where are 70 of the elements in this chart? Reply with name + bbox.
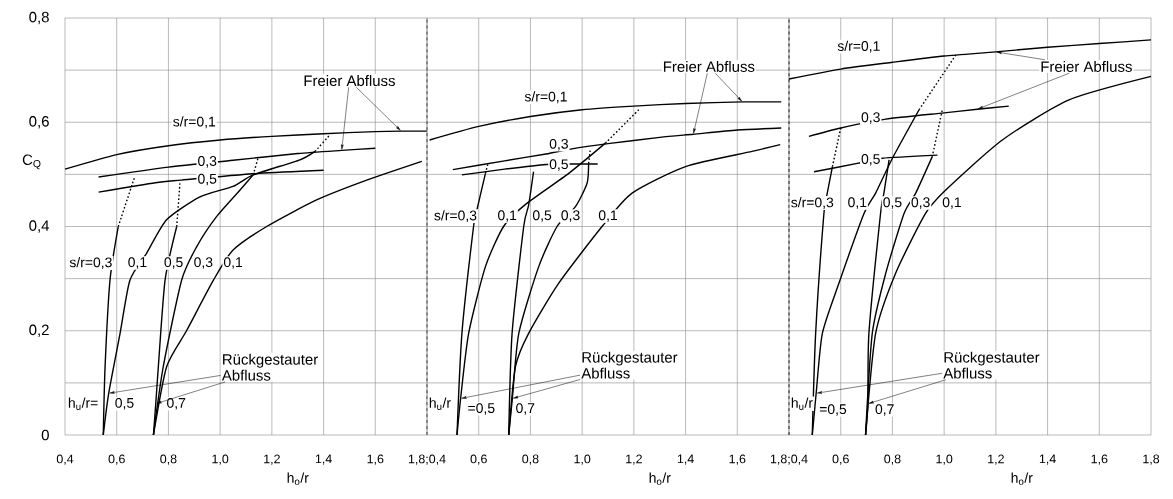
x-tick-label: 0,6 (470, 454, 487, 465)
x-tick-label: 1,0 (212, 454, 229, 465)
x-tick-label: 0,8 (160, 454, 177, 465)
annotation: Freier Abfluss (304, 75, 395, 87)
annotation: 0,1 (223, 257, 243, 269)
x-tick-label: 1,8;0,4 (408, 454, 446, 465)
annotation: s/r=0,3 (434, 210, 477, 223)
annotation: 0,3 (861, 112, 880, 124)
y-tick-label: 0,2 (29, 324, 49, 337)
annotation: 0,3 (194, 257, 213, 269)
annotation: 0,5 (532, 210, 552, 222)
annotation: =0,5 (819, 404, 847, 416)
y-tick-label: 0,6 (29, 116, 49, 129)
annotation: h$_{u}$/r (429, 397, 451, 410)
annotation: 0,3 (561, 210, 580, 222)
annotation: 0,1 (128, 257, 147, 269)
annotation: Rückgestauter Abfluss (943, 351, 1040, 379)
y-tick-label: 0 (41, 429, 49, 441)
annotation: 0,1 (498, 210, 517, 222)
annotation: 0,1 (848, 197, 867, 209)
x-tick-label: 1,2 (626, 454, 642, 465)
annotation: 0,1 (942, 197, 961, 209)
x-tick-label: 1,4 (315, 454, 332, 465)
annotation: 0,5 (115, 397, 134, 410)
x-tick-label: 1,8;0,4 (770, 454, 808, 465)
annotation: 0,1 (598, 210, 618, 222)
y-axis-title: C$_{Q}$ (22, 154, 41, 170)
annotation: 0,3 (911, 197, 930, 209)
x-tick-label: 0,6 (832, 454, 849, 465)
annotation: Freier Abfluss (663, 60, 755, 72)
y-tick-label: 0,8 (29, 11, 49, 25)
x-tick-label: 1,4 (1039, 454, 1056, 465)
x-tick-label: 1,0 (574, 454, 591, 465)
x-tick-label: 1,0 (936, 454, 953, 465)
x-tick-label: 1,6 (367, 454, 384, 465)
annotation: h$_{u}$/r= (68, 397, 98, 410)
y-tick-label: 0,4 (29, 220, 50, 233)
x-axis-title: h$_{o}$/r (649, 472, 671, 485)
x-tick-label: 1,6 (1091, 454, 1108, 465)
annotation: 0,7 (875, 404, 894, 416)
x-tick-label: 1,6 (729, 454, 746, 465)
annotation: 0,3 (549, 138, 568, 151)
annotation: h$_{u}$/r (791, 397, 813, 410)
x-tick-label: 1,2 (264, 454, 280, 465)
x-axis-title: h$_{o}$/r (287, 472, 309, 485)
annotation: Rückgestauter Abfluss (581, 351, 678, 379)
x-tick-label: 0,6 (108, 454, 125, 465)
annotation: 0,5 (198, 173, 217, 186)
x-tick-label: 0,8 (522, 454, 539, 465)
x-tick-label: 1,2 (988, 454, 1004, 465)
annotation: Rückgestauter Abfluss (221, 353, 318, 381)
annotation: 0,5 (861, 154, 880, 166)
x-tick-label: 1,4 (677, 454, 694, 465)
x-axis-title: h$_{o}$/r (1011, 472, 1033, 485)
annotation: s/r=0,1 (837, 40, 880, 53)
x-tick-label: 0,8 (884, 454, 901, 465)
annotation: 0,7 (167, 397, 186, 410)
annotation: 0,5 (883, 197, 902, 209)
annotation: Freier Abfluss (1041, 60, 1132, 72)
x-tick-label: 1,8 (1143, 454, 1160, 465)
annotation: 0,5 (549, 159, 568, 171)
annotation: s/r=0,1 (173, 116, 216, 129)
annotation: =0,5 (468, 403, 495, 415)
annotation: 0,3 (198, 156, 217, 168)
x-tick-label: 0,4 (56, 454, 74, 465)
annotation: 0,7 (516, 403, 535, 415)
annotation: 0,5 (164, 257, 183, 269)
annotation: s/r=0,1 (524, 91, 567, 104)
annotation: s/r=0,3 (69, 257, 112, 269)
annotation: s/r=0,3 (791, 197, 834, 209)
